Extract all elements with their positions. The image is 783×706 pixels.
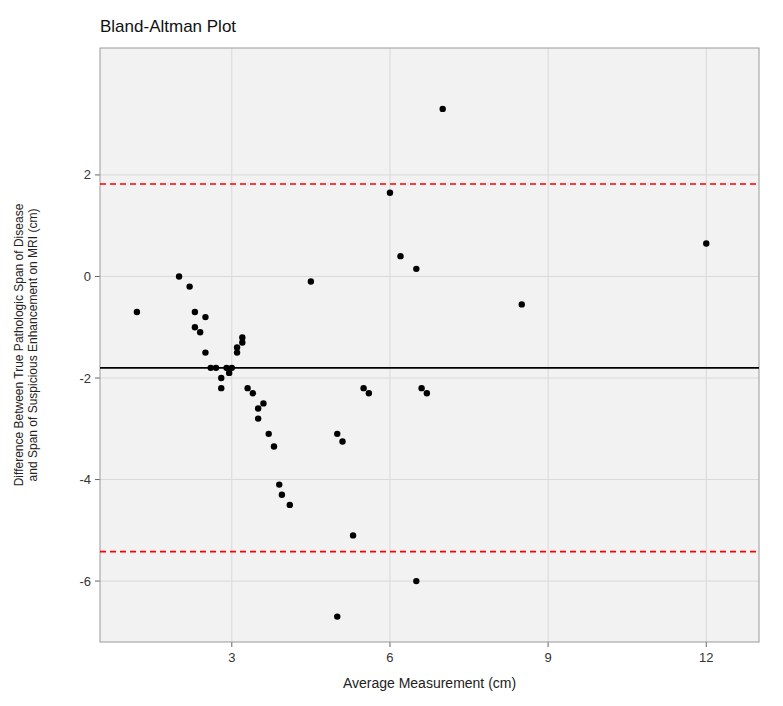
x-grid-line xyxy=(231,48,232,642)
title: Bland-Altman Plot xyxy=(100,17,236,36)
point xyxy=(255,415,261,421)
y-tick-label: 2 xyxy=(84,167,91,182)
grid xyxy=(100,48,759,642)
point xyxy=(271,443,277,449)
point xyxy=(276,481,282,487)
point xyxy=(218,385,224,391)
point xyxy=(397,253,403,259)
x-tick-label: 9 xyxy=(545,650,552,665)
point xyxy=(192,309,198,315)
axes: 3 6 9 12 -6 -4 -2 0 2 xyxy=(79,167,713,665)
point xyxy=(266,431,272,437)
point xyxy=(413,266,419,272)
plot-frame xyxy=(100,48,759,642)
x-tick xyxy=(706,642,707,647)
point xyxy=(176,273,182,279)
x-tick-label: 6 xyxy=(386,650,393,665)
point xyxy=(703,240,709,246)
point xyxy=(213,365,219,371)
x-tick-label: 3 xyxy=(228,650,235,665)
x-grid-line xyxy=(548,48,549,642)
point xyxy=(134,309,140,315)
point xyxy=(279,492,285,498)
point xyxy=(255,405,261,411)
point xyxy=(387,189,393,195)
y-tick xyxy=(95,174,100,175)
point xyxy=(350,532,356,538)
y-tick-label: -4 xyxy=(79,472,91,487)
x-grid-line xyxy=(706,48,707,642)
point xyxy=(418,385,424,391)
y-tick xyxy=(95,581,100,582)
y-grid-line xyxy=(100,581,759,582)
point xyxy=(360,385,366,391)
y-grid-line xyxy=(100,378,759,379)
y-tick xyxy=(95,276,100,277)
point xyxy=(519,301,525,307)
y-tick-label: 0 xyxy=(84,269,91,284)
point xyxy=(413,578,419,584)
y-tick-label: -2 xyxy=(79,371,91,386)
y-axis-label: Difference Between True Pathologic Span … xyxy=(12,203,40,486)
point xyxy=(234,349,240,355)
point xyxy=(202,349,208,355)
x-grid-line xyxy=(389,48,390,642)
point xyxy=(334,613,340,619)
point xyxy=(192,324,198,330)
y-tick xyxy=(95,378,100,379)
y-grid-line xyxy=(100,479,759,480)
point xyxy=(260,400,266,406)
point xyxy=(334,431,340,437)
point xyxy=(366,390,372,396)
x-tick xyxy=(231,642,232,647)
chart: 3 6 9 12 -6 -4 -2 0 2 Bland-Altman Plot Average Me… xyxy=(0,0,783,706)
reference-line xyxy=(100,367,759,369)
point xyxy=(202,314,208,320)
x-tick xyxy=(389,642,390,647)
point xyxy=(244,385,250,391)
point xyxy=(250,390,256,396)
x-axis-label: Average Measurement (cm) xyxy=(343,675,516,691)
point xyxy=(186,283,192,289)
point xyxy=(239,334,245,340)
point xyxy=(308,278,314,284)
point xyxy=(197,329,203,335)
reference-line xyxy=(100,183,759,185)
point xyxy=(339,438,345,444)
point xyxy=(229,365,235,371)
y-grid-line xyxy=(100,276,759,277)
plot-background xyxy=(100,48,759,642)
y-axis-label-line: and Span of Suspicious Enhancement on MR… xyxy=(26,209,40,482)
x-tick xyxy=(548,642,549,647)
plot-area xyxy=(100,106,759,620)
y-tick xyxy=(95,479,100,480)
x-tick-label: 12 xyxy=(699,650,713,665)
point xyxy=(218,375,224,381)
y-tick-label: -6 xyxy=(79,574,91,589)
point xyxy=(424,390,430,396)
reference-line xyxy=(100,551,759,553)
y-axis-label-line: Difference Between True Pathologic Span … xyxy=(12,203,26,486)
y-axis-label-group: Difference Between True Pathologic Span … xyxy=(12,203,40,486)
point xyxy=(287,502,293,508)
y-grid-line xyxy=(100,174,759,175)
point xyxy=(439,106,445,112)
